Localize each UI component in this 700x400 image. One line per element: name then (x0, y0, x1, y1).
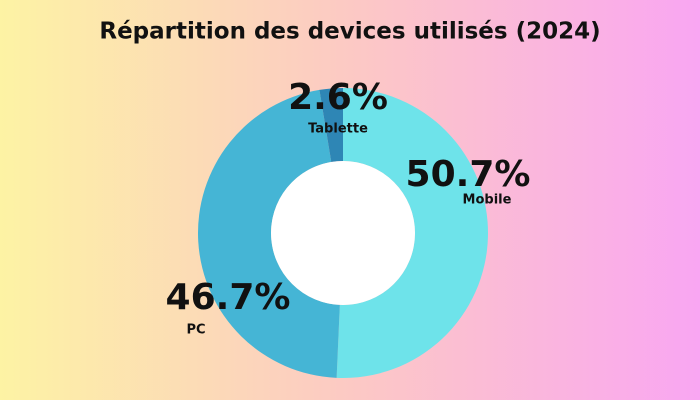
category-label: PC (186, 323, 205, 338)
value-label: 50.7% (406, 154, 531, 195)
chart-title: Répartition des devices utilisés (2024) (99, 19, 600, 45)
category-label: Mobile (463, 193, 512, 208)
value-label: 2.6% (288, 77, 388, 118)
donut-slice (336, 88, 489, 378)
donut-hole (271, 161, 415, 305)
donut-slice (319, 88, 343, 162)
category-label: Tablette (308, 122, 368, 137)
donut-slice (198, 89, 340, 378)
value-label: 46.7% (166, 277, 291, 318)
